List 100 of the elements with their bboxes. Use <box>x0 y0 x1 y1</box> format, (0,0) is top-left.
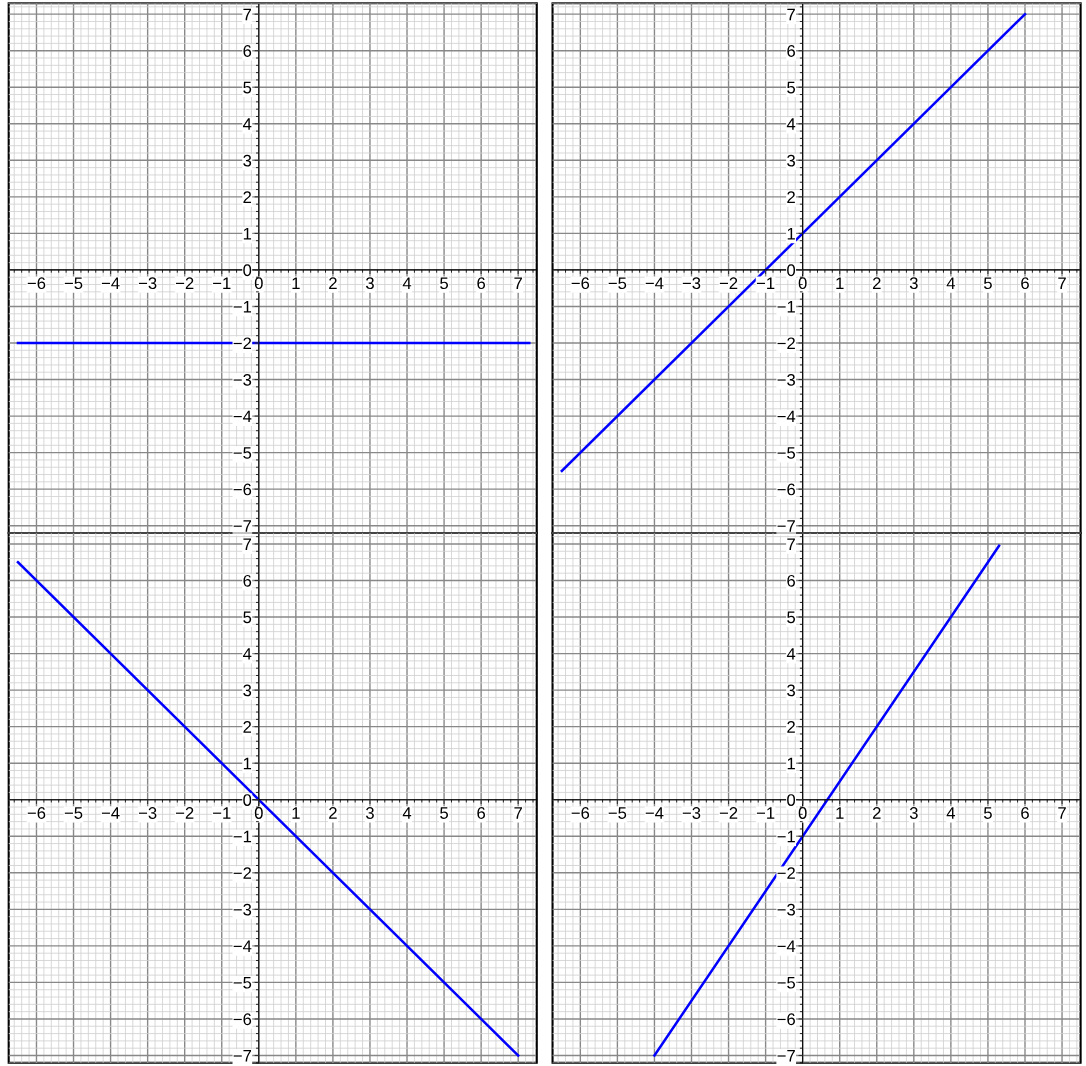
x-tick-label: −6 <box>27 807 46 819</box>
y-tick-label: −4 <box>233 410 252 423</box>
y-tick-label: 7 <box>787 538 795 550</box>
x-tick-label: 5 <box>983 277 992 290</box>
x-tick-label: 4 <box>946 277 956 289</box>
x-tick-label: 2 <box>872 277 881 289</box>
y-tick-label: 6 <box>243 45 252 57</box>
x-tick-label: 7 <box>514 807 522 819</box>
x-tick-label: 0 <box>254 277 263 290</box>
y-tick-label: 3 <box>787 684 795 697</box>
y-tick-label: 4 <box>786 648 796 660</box>
x-tick-label: 6 <box>1021 807 1029 819</box>
y-tick-label: −5 <box>233 976 252 989</box>
y-tick-label: 1 <box>787 757 795 770</box>
y-tick-label: 4 <box>242 648 252 660</box>
y-tick-label: −4 <box>777 410 796 423</box>
y-tick-label: −5 <box>233 447 252 459</box>
y-tick-label: 0 <box>787 794 796 806</box>
y-tick-label: −6 <box>233 1013 252 1026</box>
x-tick-label: −2 <box>719 807 738 819</box>
x-tick-label: 2 <box>329 277 337 289</box>
y-tick-label: 3 <box>243 684 252 697</box>
y-tick-label: 0 <box>787 264 796 277</box>
x-tick-label: 3 <box>909 807 918 819</box>
x-tick-label: −1 <box>213 807 231 819</box>
x-tick-label: 1 <box>292 277 300 289</box>
y-tick-label: 6 <box>243 574 252 587</box>
y-tick-label: 3 <box>787 154 795 167</box>
y-tick-label: −7 <box>233 1050 252 1062</box>
x-tick-label: −5 <box>64 277 83 290</box>
y-tick-label: −3 <box>777 373 795 386</box>
x-tick-label: −2 <box>719 277 738 289</box>
y-tick-label: −4 <box>233 940 252 952</box>
y-tick-label: −2 <box>777 337 795 350</box>
y-tick-label: 5 <box>243 611 252 624</box>
x-tick-label: −1 <box>756 807 775 819</box>
x-tick-label: 3 <box>365 807 374 819</box>
y-tick-label: 7 <box>243 8 252 21</box>
y-tick-label: 5 <box>787 611 796 624</box>
y-tick-label: −7 <box>233 520 252 532</box>
x-tick-label: −6 <box>571 807 590 819</box>
y-tick-label: −5 <box>777 447 796 459</box>
y-tick-label: −6 <box>777 1013 795 1026</box>
x-tick-label: −3 <box>138 807 157 819</box>
y-tick-label: 1 <box>243 227 252 240</box>
y-tick-label: −1 <box>777 301 795 313</box>
y-tick-label: 5 <box>243 81 252 94</box>
x-tick-label: 6 <box>477 277 486 290</box>
x-tick-label: 5 <box>440 807 449 819</box>
x-tick-label: −4 <box>645 277 664 289</box>
x-tick-label: 0 <box>798 807 807 819</box>
y-tick-label: −1 <box>777 830 795 843</box>
x-tick-label: 6 <box>1021 277 1029 290</box>
x-tick-label: 4 <box>402 277 412 289</box>
y-tick-label: 4 <box>242 118 252 130</box>
x-tick-label: 6 <box>477 807 486 819</box>
x-tick-label: −4 <box>645 807 664 819</box>
y-tick-label: 1 <box>243 757 252 770</box>
x-tick-label: −5 <box>64 807 83 819</box>
y-tick-label: 0 <box>243 264 252 277</box>
x-tick-label: 7 <box>1058 277 1066 289</box>
y-tick-label: −3 <box>233 903 252 916</box>
y-tick-label: 4 <box>786 118 796 130</box>
y-tick-label: −3 <box>233 373 252 386</box>
y-tick-label: 3 <box>243 154 252 167</box>
y-tick-label: 6 <box>787 574 795 587</box>
x-tick-label: −3 <box>138 277 157 290</box>
x-tick-label: 5 <box>440 277 449 290</box>
y-tick-label: 7 <box>243 538 252 550</box>
y-tick-label: −5 <box>777 976 796 989</box>
y-tick-label: −7 <box>777 520 795 532</box>
y-tick-label: −4 <box>777 940 796 952</box>
y-tick-label: 1 <box>787 227 795 240</box>
x-tick-label: 3 <box>909 277 918 290</box>
y-tick-label: −2 <box>233 867 252 879</box>
x-tick-label: −1 <box>756 277 775 289</box>
x-tick-label: 1 <box>836 807 844 819</box>
x-tick-label: 2 <box>872 807 881 819</box>
x-tick-label: 4 <box>946 807 956 819</box>
y-tick-label: 0 <box>243 794 252 806</box>
x-tick-label: −3 <box>682 807 701 819</box>
y-tick-label: 7 <box>787 8 795 21</box>
x-tick-label: 4 <box>402 807 412 819</box>
y-tick-label: −1 <box>233 301 252 313</box>
y-tick-label: −3 <box>777 903 795 916</box>
y-tick-label: 2 <box>243 191 252 203</box>
x-tick-label: −3 <box>682 277 701 290</box>
x-tick-label: 7 <box>1058 807 1066 819</box>
x-tick-label: −5 <box>608 807 627 819</box>
y-tick-label: 2 <box>787 721 795 733</box>
x-tick-label: −6 <box>571 277 590 290</box>
x-tick-label: 0 <box>798 277 807 290</box>
x-tick-label: 5 <box>983 807 992 819</box>
y-tick-label: −6 <box>233 483 252 496</box>
x-tick-label: 7 <box>514 277 522 289</box>
y-tick-label: 2 <box>243 721 252 733</box>
y-tick-label: 2 <box>787 191 795 203</box>
x-tick-label: 1 <box>836 277 844 289</box>
x-tick-label: −2 <box>176 277 194 289</box>
x-tick-label: 2 <box>329 807 337 819</box>
